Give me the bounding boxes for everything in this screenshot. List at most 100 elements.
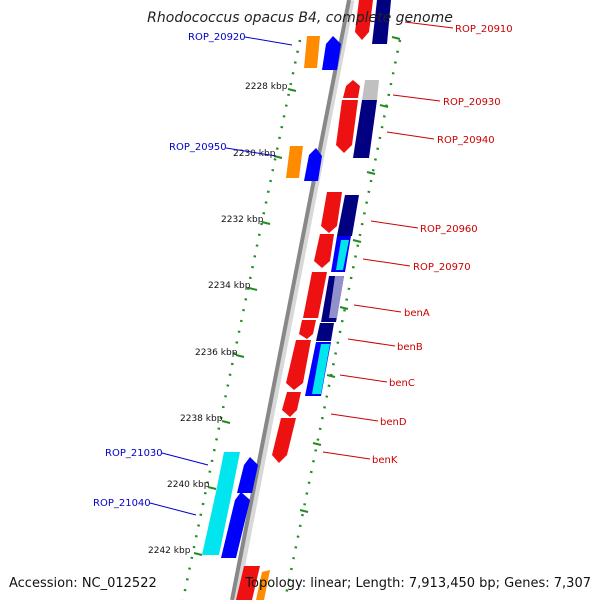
left-dotted-guide (181, 39, 302, 601)
gene-rop-20920[interactable] (304, 36, 341, 70)
tick-mark-2240 (207, 486, 217, 490)
tick-label-2240: 2240 kbp (167, 480, 210, 490)
right-tick (326, 374, 336, 378)
gene-bena[interactable] (303, 272, 344, 322)
gene-block-orange (304, 36, 320, 68)
left-gene-labels: ROP_20920 ROP_20950 ROP_21030 ROP_21040 (93, 32, 246, 509)
gene-arrow-red (314, 234, 334, 268)
gene-block-cyan (216, 452, 240, 492)
gene-rop-21040[interactable] (202, 492, 250, 558)
right-tick (352, 239, 362, 243)
leader-rop-20950 (225, 147, 277, 157)
gene-benc[interactable] (286, 340, 331, 396)
gene-arrow-red (286, 340, 311, 390)
gene-label-benk[interactable]: benK (372, 455, 398, 466)
tick-mark-2238 (221, 420, 231, 424)
gene-label-rop-20960[interactable]: ROP_20960 (420, 224, 478, 235)
backbone-shadow (231, 0, 355, 601)
right-tick (379, 104, 389, 108)
gene-label-rop-20940[interactable]: ROP_20940 (437, 135, 495, 146)
right-tick (391, 36, 401, 40)
gene-benk[interactable] (272, 418, 296, 463)
tick-label-2242: 2242 kbp (148, 546, 191, 556)
leader-rop-20920 (244, 36, 293, 46)
leader-bend (330, 413, 379, 422)
genome-summary-text: Topology: linear; Length: 7,913,450 bp; … (245, 576, 591, 591)
tick-label-2228: 2228 kbp (245, 82, 288, 92)
right-tick (339, 306, 349, 310)
gene-arrow-blue (322, 36, 341, 70)
gene-arrow-red (303, 272, 327, 318)
leader-rop-20930 (392, 94, 441, 102)
gene-arrow-red (282, 392, 301, 417)
gene-label-benc[interactable]: benC (389, 378, 415, 389)
gene-block-navy (316, 323, 334, 341)
backbone (230, 0, 351, 601)
gene-block-lavender (329, 276, 344, 318)
gene-rop-20970[interactable] (314, 234, 351, 272)
gene-label-benb[interactable]: benB (397, 342, 423, 353)
gene-block-cyan (202, 492, 232, 555)
leader-benb (347, 338, 396, 347)
gene-block-navy (353, 100, 377, 158)
gene-rop-21030[interactable] (216, 452, 258, 493)
leader-rop-21040 (149, 502, 197, 516)
gene-rop-20950[interactable] (286, 146, 322, 181)
gene-label-rop-20910[interactable]: ROP_20910 (455, 24, 513, 35)
tick-label-2236: 2236 kbp (195, 348, 238, 358)
gene-label-rop-20970[interactable]: ROP_20970 (413, 262, 471, 273)
left-leaders (149, 36, 293, 516)
gene-bend[interactable] (282, 392, 301, 417)
gene-block-cyan (312, 344, 330, 394)
tick-label-2232: 2232 kbp (221, 215, 264, 225)
tick-mark-2228 (287, 88, 297, 92)
leader-rop-21030 (161, 452, 209, 466)
gene-block-orange (286, 146, 303, 178)
gene-label-bena[interactable]: benA (404, 308, 430, 319)
gene-benb[interactable] (299, 320, 334, 341)
tick-mark-2242 (193, 552, 203, 556)
tick-mark-2236 (235, 354, 245, 358)
leader-bena (353, 304, 402, 313)
right-ticks (299, 36, 401, 513)
gene-arrow-blue (221, 492, 250, 558)
gene-label-rop-20930[interactable]: ROP_20930 (443, 97, 501, 108)
gene-arrow-blue (304, 148, 322, 181)
leader-benk (322, 451, 371, 460)
gene-bottom-partial (236, 566, 270, 600)
gene-label-rop-21040[interactable]: ROP_21040 (93, 498, 151, 509)
gene-rop-20960[interactable] (321, 192, 359, 236)
gene-arrow-red (336, 100, 358, 153)
right-tick (299, 509, 309, 513)
gene-rop-20940[interactable] (336, 100, 377, 158)
tick-mark-2232 (261, 221, 271, 225)
right-gene-labels: ROP_20910 ROP_20930 ROP_20940 ROP_20960 … (372, 24, 513, 466)
right-tick (312, 442, 322, 446)
gene-block-red (355, 0, 373, 40)
leader-rop-20970 (362, 258, 411, 267)
gene-label-rop-20920[interactable]: ROP_20920 (188, 32, 246, 43)
gene-arrow-red (299, 320, 316, 339)
tick-label-2238: 2238 kbp (180, 414, 223, 424)
gene-label-bend[interactable]: benD (380, 417, 407, 428)
gene-label-rop-20950[interactable]: ROP_20950 (169, 142, 227, 153)
genome-title: Rhodococcus opacus B4, complete genome (147, 10, 453, 26)
gene-block-cyan (336, 240, 349, 270)
leader-rop-20910 (404, 21, 454, 29)
gene-block-orange (256, 570, 270, 600)
right-leaders (322, 21, 454, 460)
tick-label-2230: 2230 kbp (233, 149, 276, 159)
tick-mark-2234 (248, 287, 258, 291)
leader-benc (339, 374, 388, 383)
gene-rop-20910[interactable] (355, 0, 391, 44)
gene-label-rop-21030[interactable]: ROP_21030 (105, 448, 163, 459)
leader-rop-20940 (386, 131, 435, 140)
gene-arrow-red (321, 192, 342, 233)
gene-block-grey (362, 80, 379, 100)
accession-text: Accession: NC_012522 (9, 576, 157, 591)
gene-arrow-red (343, 80, 360, 98)
kbp-ticks: 2228 kbp 2230 kbp 2232 kbp 2234 kbp 2236… (148, 82, 297, 556)
gene-arrow-red (272, 418, 296, 463)
gene-rop-20930[interactable] (343, 80, 379, 100)
